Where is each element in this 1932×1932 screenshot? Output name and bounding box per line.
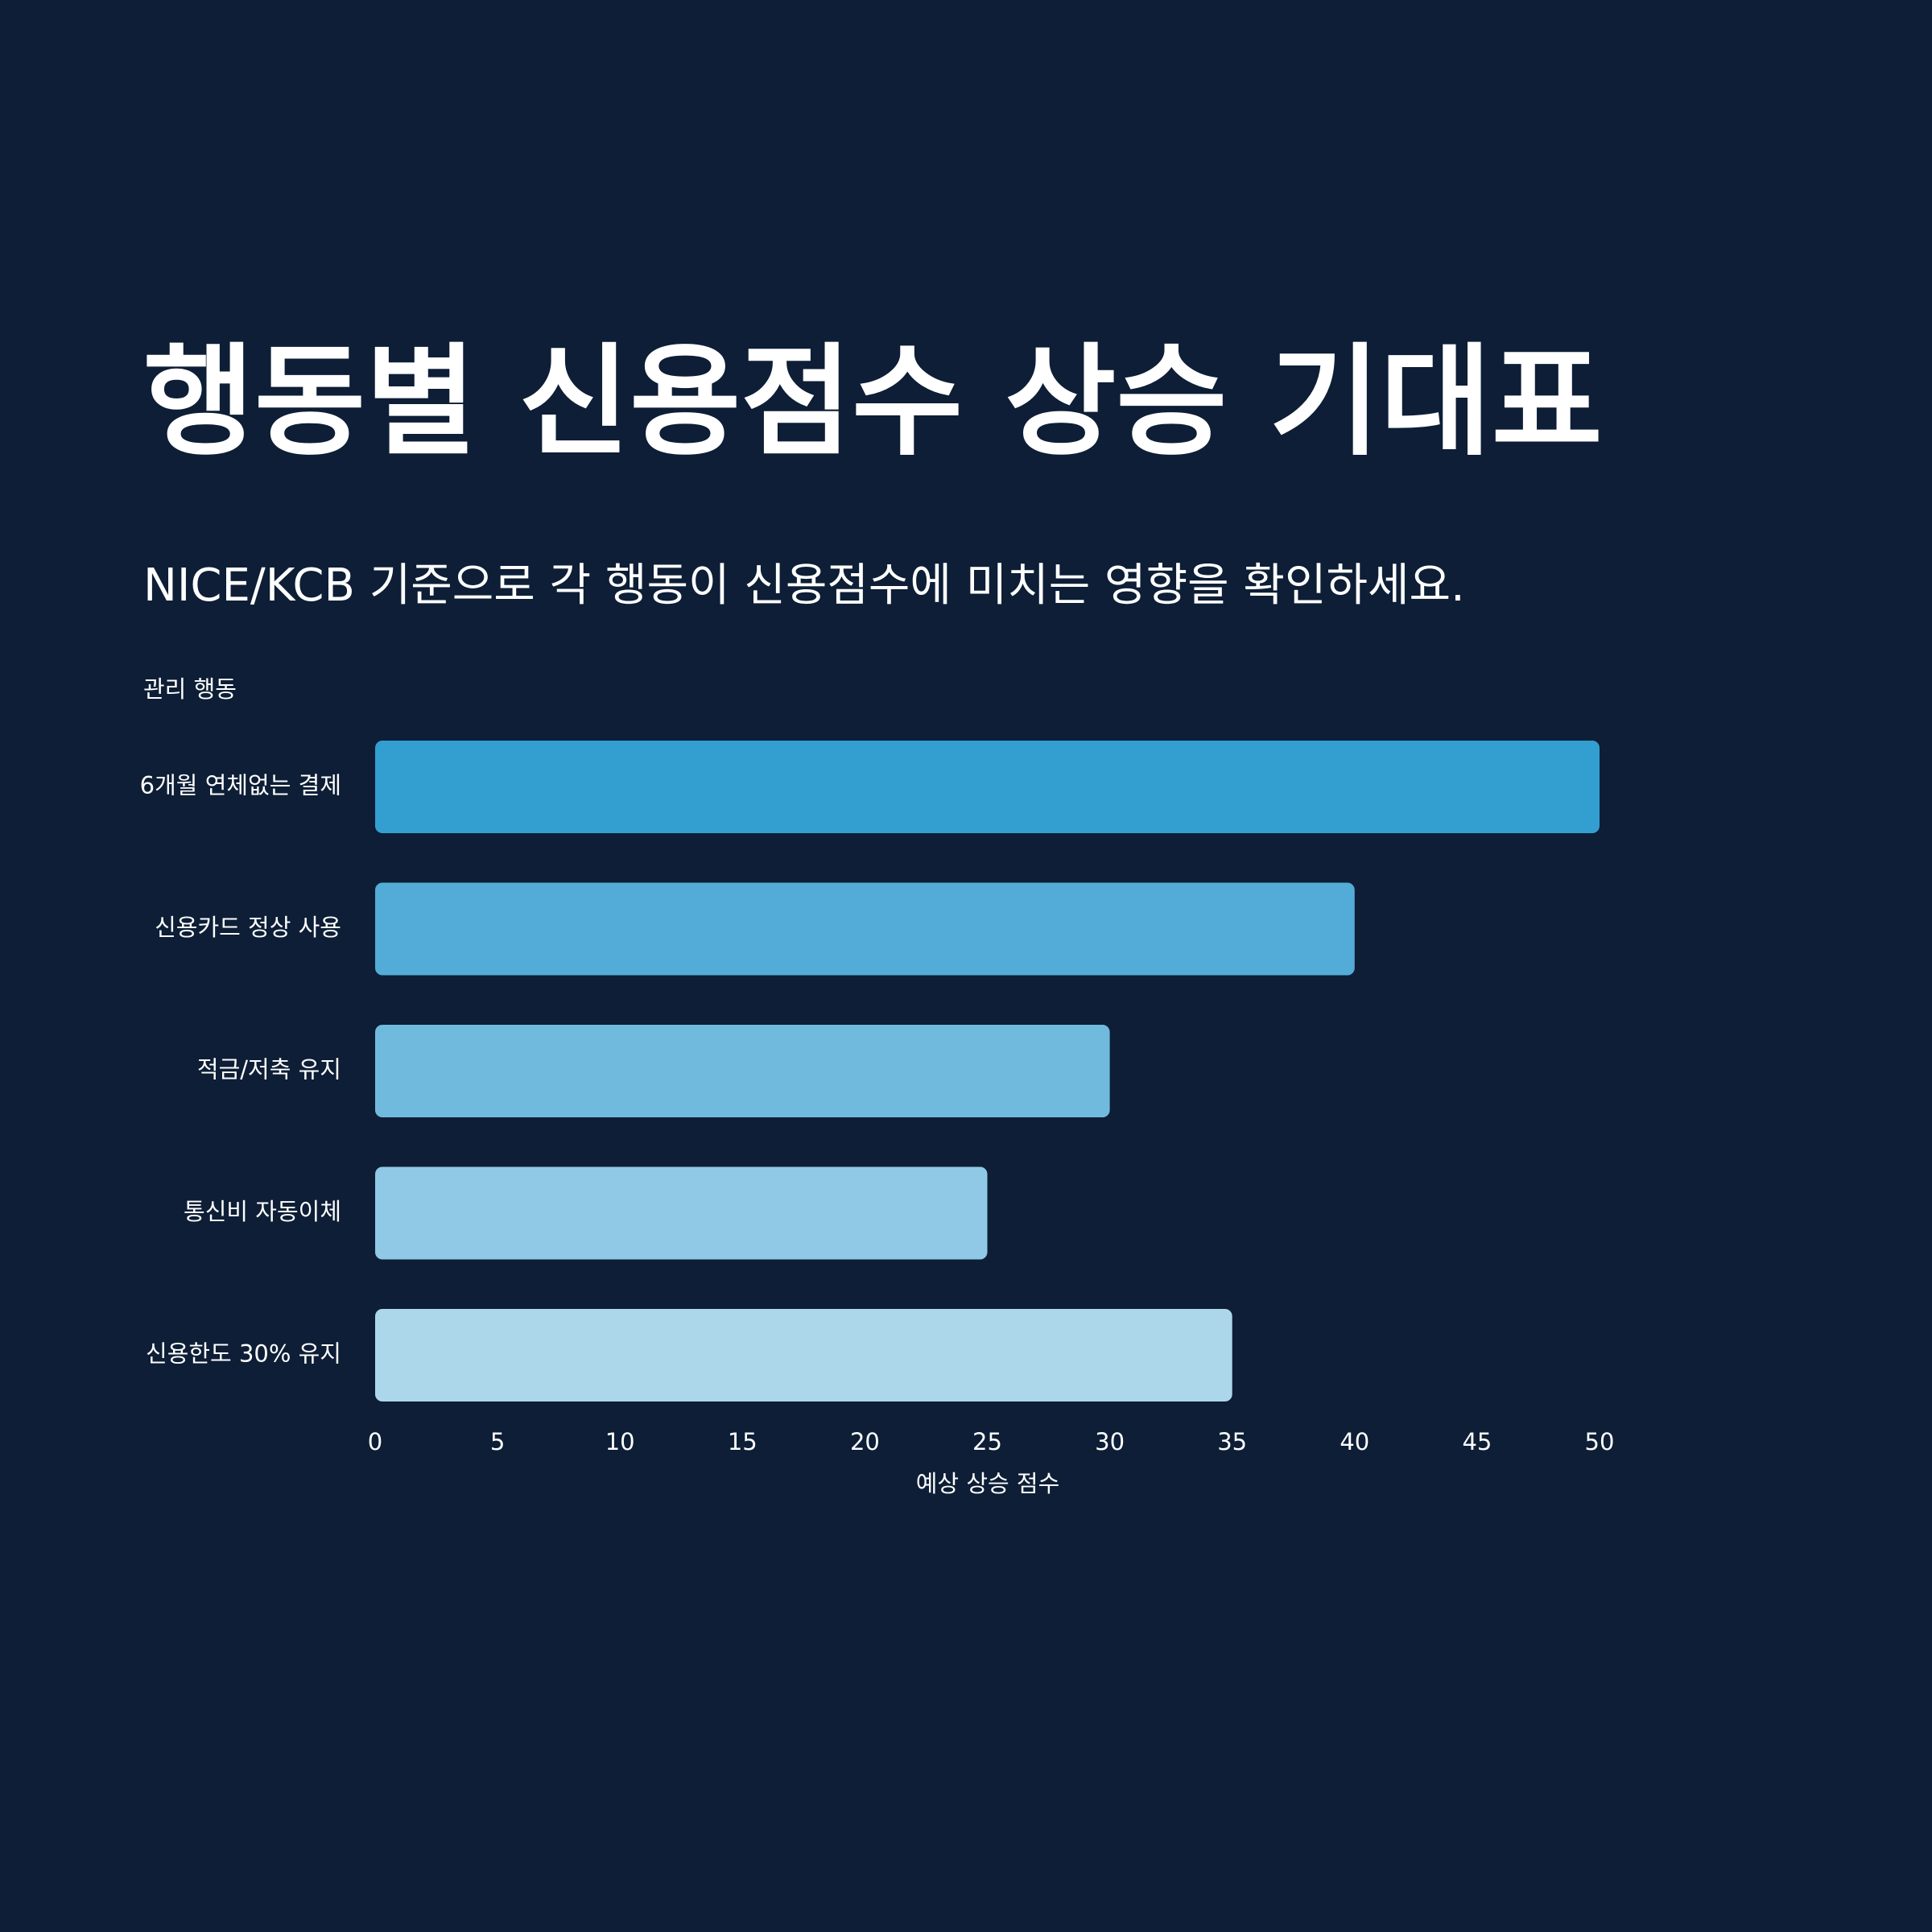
bars-group [375, 741, 1600, 1402]
x-tick-label-50: 50 [1585, 1428, 1615, 1455]
page-title: 행동별 신용점수 상승 기대표 [143, 332, 1603, 473]
page-subtitle: NICE/KCB 기준으로 각 행동이 신용점수에 미치는 영향을 확인하세요. [143, 559, 1465, 612]
x-tick-label-45: 45 [1462, 1428, 1492, 1455]
x-tick-label-25: 25 [972, 1428, 1002, 1455]
y-axis-label: 관리 행동 [143, 675, 237, 703]
bar-2 [375, 882, 1355, 976]
x-tick-label-10: 10 [605, 1428, 635, 1455]
bar-5 [375, 1309, 1232, 1402]
bar-4 [375, 1166, 988, 1260]
x-tick-label-0: 0 [368, 1428, 382, 1455]
x-tick-label-35: 35 [1217, 1428, 1247, 1455]
bar-1 [375, 741, 1600, 833]
x-axis-label: 예상 상승 점수 [916, 1470, 1060, 1497]
x-tick-label-20: 20 [850, 1428, 880, 1455]
x-tick-label-30: 30 [1095, 1428, 1125, 1455]
bar-3 [375, 1025, 1110, 1117]
category-label-2: 신용카드 정상 사용 [155, 914, 341, 941]
x-tick-label-40: 40 [1340, 1428, 1369, 1455]
x-tick-label-5: 5 [490, 1428, 505, 1455]
x-axis-ticks: 0 5 10 15 20 25 30 35 40 45 50 [368, 1428, 1615, 1455]
category-label-1: 6개월 연체없는 결제 [140, 772, 341, 799]
x-tick-label-15: 15 [728, 1428, 758, 1455]
category-label-5: 신용한도 30% 유지 [146, 1340, 341, 1368]
category-label-3: 적금/저축 유지 [197, 1056, 341, 1084]
category-label-4: 통신비 자동이체 [184, 1198, 341, 1225]
